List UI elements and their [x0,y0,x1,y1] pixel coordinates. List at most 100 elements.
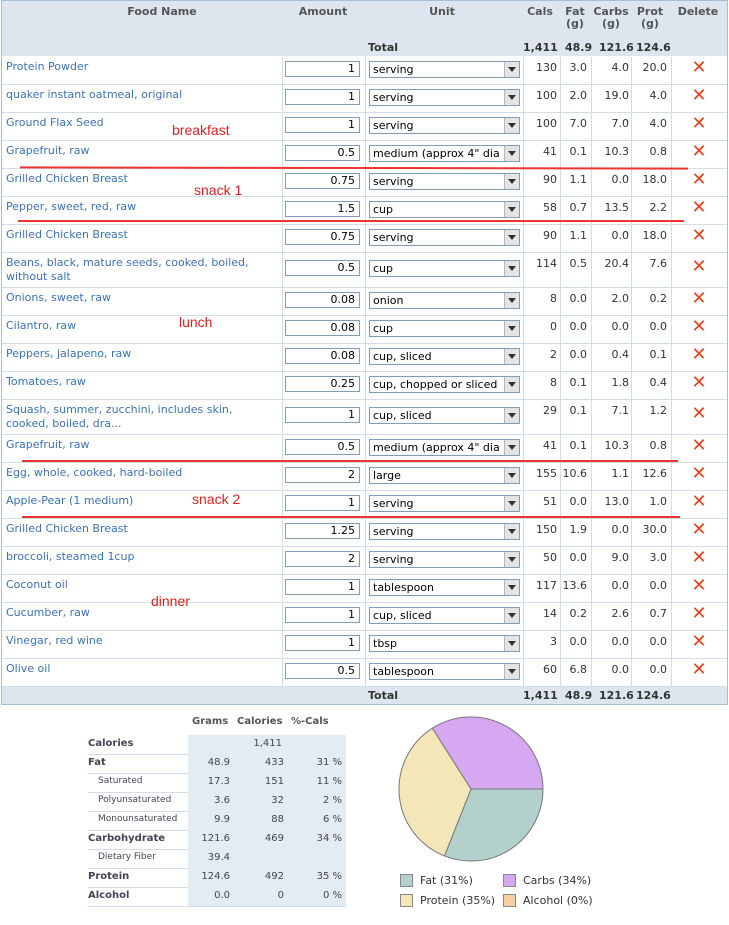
amount-input[interactable]: 1 [285,117,360,133]
food-name-link[interactable]: Grilled Chicken Breast [6,522,128,535]
amount-input[interactable]: 1 [285,407,360,423]
chevron-down-icon[interactable] [504,524,519,539]
food-name-link[interactable]: Egg, whole, cooked, hard-boiled [6,466,183,479]
unit-select[interactable]: serving [369,61,520,78]
chevron-down-icon[interactable] [504,202,519,217]
unit-select[interactable]: serving [369,229,520,246]
food-name-link[interactable]: Olive oil [6,662,51,675]
unit-select[interactable]: tbsp [369,635,520,652]
chevron-down-icon[interactable] [504,90,519,105]
amount-input[interactable]: 0.08 [285,292,360,308]
food-name-link[interactable]: Squash, summer, zucchini, includes skin,… [6,403,233,430]
chevron-down-icon[interactable] [504,552,519,567]
food-name-link[interactable]: Cilantro, raw [6,319,77,332]
amount-input[interactable]: 0.08 [285,320,360,336]
chevron-down-icon[interactable] [504,261,519,276]
amount-input[interactable]: 0.5 [285,439,360,455]
unit-select[interactable]: serving [369,89,520,106]
food-name-link[interactable]: broccoli, steamed 1cup [6,550,135,563]
delete-icon[interactable]: ✕ [691,575,707,596]
unit-select[interactable]: tablespoon [369,663,520,680]
unit-select[interactable]: cup, chopped or sliced [369,376,520,393]
unit-select[interactable]: cup [369,201,520,218]
unit-select[interactable]: large [369,467,520,484]
chevron-down-icon[interactable] [504,636,519,651]
delete-icon[interactable]: ✕ [691,197,707,218]
amount-input[interactable]: 1 [285,607,360,623]
amount-input[interactable]: 1 [285,635,360,651]
unit-select[interactable]: cup [369,320,520,337]
delete-icon[interactable]: ✕ [691,631,707,652]
chevron-down-icon[interactable] [504,468,519,483]
chevron-down-icon[interactable] [504,496,519,511]
amount-input[interactable]: 1.5 [285,201,360,217]
unit-select[interactable]: cup, sliced [369,348,520,365]
chevron-down-icon[interactable] [504,349,519,364]
unit-select[interactable]: serving [369,523,520,540]
unit-select[interactable]: serving [369,173,520,190]
food-name-link[interactable]: Cucumber, raw [6,606,90,619]
chevron-down-icon[interactable] [504,174,519,189]
chevron-down-icon[interactable] [504,146,519,161]
amount-input[interactable]: 0.5 [285,145,360,161]
chevron-down-icon[interactable] [504,118,519,133]
delete-icon[interactable]: ✕ [691,288,707,309]
delete-icon[interactable]: ✕ [691,547,707,568]
chevron-down-icon[interactable] [504,580,519,595]
chevron-down-icon[interactable] [504,440,519,455]
food-name-link[interactable]: Peppers, jalapeno, raw [6,347,132,360]
food-name-link[interactable]: quaker instant oatmeal, original [6,88,183,101]
amount-input[interactable]: 0.5 [285,663,360,679]
amount-input[interactable]: 2 [285,467,360,483]
food-name-link[interactable]: Tomatoes, raw [6,375,86,388]
unit-select[interactable]: onion [369,292,520,309]
food-name-link[interactable]: Grilled Chicken Breast [6,172,128,185]
food-name-link[interactable]: Protein Powder [6,60,89,73]
food-name-link[interactable]: Grapefruit, raw [6,438,90,451]
food-name-link[interactable]: Coconut oil [6,578,68,591]
chevron-down-icon[interactable] [504,321,519,336]
amount-input[interactable]: 1 [285,61,360,77]
delete-icon[interactable]: ✕ [691,256,707,277]
unit-select[interactable]: serving [369,495,520,512]
food-name-link[interactable]: Beans, black, mature seeds, cooked, boil… [6,256,249,283]
delete-icon[interactable]: ✕ [691,372,707,393]
delete-icon[interactable]: ✕ [691,603,707,624]
food-name-link[interactable]: Pepper, sweet, red, raw [6,200,137,213]
unit-select[interactable]: medium (approx 4" dia [369,439,520,456]
delete-icon[interactable]: ✕ [691,403,707,424]
delete-icon[interactable]: ✕ [691,316,707,337]
delete-icon[interactable]: ✕ [691,57,707,78]
chevron-down-icon[interactable] [504,293,519,308]
delete-icon[interactable]: ✕ [691,491,707,512]
amount-input[interactable]: 0.08 [285,348,360,364]
unit-select[interactable]: tablespoon [369,579,520,596]
food-name-link[interactable]: Onions, sweet, raw [6,291,111,304]
delete-icon[interactable]: ✕ [691,169,707,190]
unit-select[interactable]: medium (approx 4" dia [369,145,520,162]
delete-icon[interactable]: ✕ [691,519,707,540]
unit-select[interactable]: cup, sliced [369,607,520,624]
amount-input[interactable]: 1 [285,495,360,511]
amount-input[interactable]: 0.25 [285,376,360,392]
food-name-link[interactable]: Grilled Chicken Breast [6,228,128,241]
food-name-link[interactable]: Ground Flax Seed [6,116,104,129]
amount-input[interactable]: 0.75 [285,229,360,245]
chevron-down-icon[interactable] [504,230,519,245]
amount-input[interactable]: 1 [285,89,360,105]
food-name-link[interactable]: Grapefruit, raw [6,144,90,157]
chevron-down-icon[interactable] [504,62,519,77]
delete-icon[interactable]: ✕ [691,225,707,246]
food-name-link[interactable]: Apple-Pear (1 medium) [6,494,134,507]
amount-input[interactable]: 1.25 [285,523,360,539]
amount-input[interactable]: 0.5 [285,260,360,276]
delete-icon[interactable]: ✕ [691,435,707,456]
delete-icon[interactable]: ✕ [691,113,707,134]
amount-input[interactable]: 2 [285,551,360,567]
unit-select[interactable]: serving [369,551,520,568]
delete-icon[interactable]: ✕ [691,659,707,680]
amount-input[interactable]: 0.75 [285,173,360,189]
chevron-down-icon[interactable] [504,608,519,623]
chevron-down-icon[interactable] [504,377,519,392]
food-name-link[interactable]: Vinegar, red wine [6,634,103,647]
